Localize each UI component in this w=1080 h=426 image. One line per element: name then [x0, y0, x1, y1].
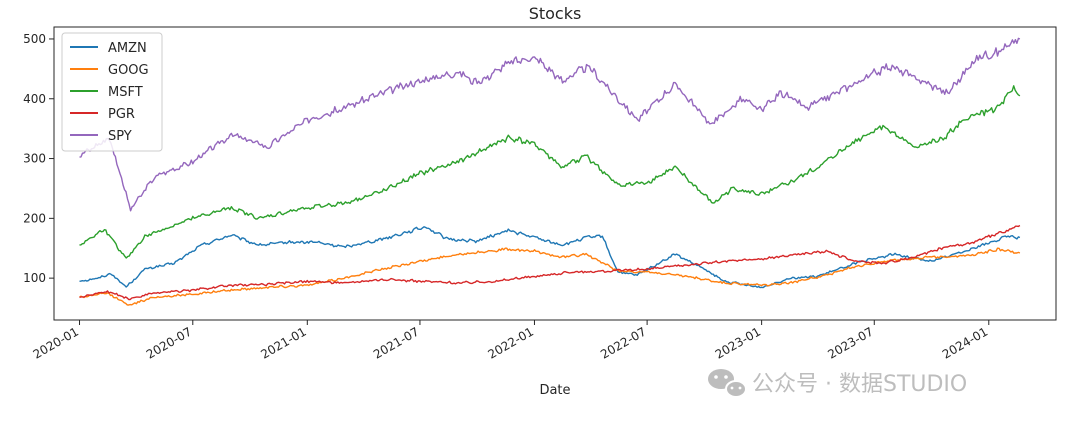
- y-axis: 100 200 300 400 500: [23, 32, 54, 285]
- plot-frame: [53, 26, 1057, 321]
- series-line-amzn: [79, 226, 1021, 289]
- x-tick-label: 2023-07: [825, 324, 875, 361]
- legend-label-msft: MSFT: [108, 85, 143, 100]
- y-tick-label: 200: [23, 211, 46, 225]
- series-line-spy: [79, 37, 1021, 212]
- legend: AMZN GOOG MSFT PGR SPY: [61, 32, 163, 152]
- watermark-text: 公众号 · 数据STUDIO: [752, 372, 967, 397]
- x-tick-label: 2021-01: [258, 324, 308, 361]
- legend-label-pgr: PGR: [108, 107, 135, 122]
- y-tick-label: 300: [23, 152, 46, 166]
- x-tick-label: 2020-07: [144, 324, 194, 361]
- legend-frame: [61, 32, 163, 152]
- x-tick-label: 2022-07: [598, 324, 648, 361]
- watermark: 公众号 · 数据STUDIO: [708, 369, 967, 398]
- x-axis-label: Date: [539, 383, 570, 398]
- x-tick-label: 2020-01: [31, 324, 81, 361]
- x-tick-label: 2023-01: [713, 324, 763, 361]
- y-tick-label: 100: [23, 271, 46, 285]
- y-tick-label: 500: [23, 32, 46, 46]
- legend-label-spy: SPY: [108, 129, 132, 144]
- legend-label-goog: GOOG: [108, 63, 149, 78]
- legend-label-amzn: AMZN: [108, 41, 147, 56]
- x-tick-label: 2024-01: [940, 324, 990, 361]
- series-line-goog: [79, 247, 1021, 306]
- series-line-msft: [79, 85, 1021, 259]
- series-line-pgr: [79, 224, 1021, 301]
- plot-area: [79, 37, 1021, 306]
- chart-title: Stocks: [529, 4, 582, 23]
- y-tick-label: 400: [23, 92, 46, 106]
- wechat-icon: [708, 369, 747, 398]
- x-tick-label: 2021-07: [371, 324, 421, 361]
- x-axis: 2020-01 2020-07 2021-01 2021-07 2022-01 2022-…: [31, 320, 990, 362]
- x-tick-label: 2022-01: [486, 324, 536, 361]
